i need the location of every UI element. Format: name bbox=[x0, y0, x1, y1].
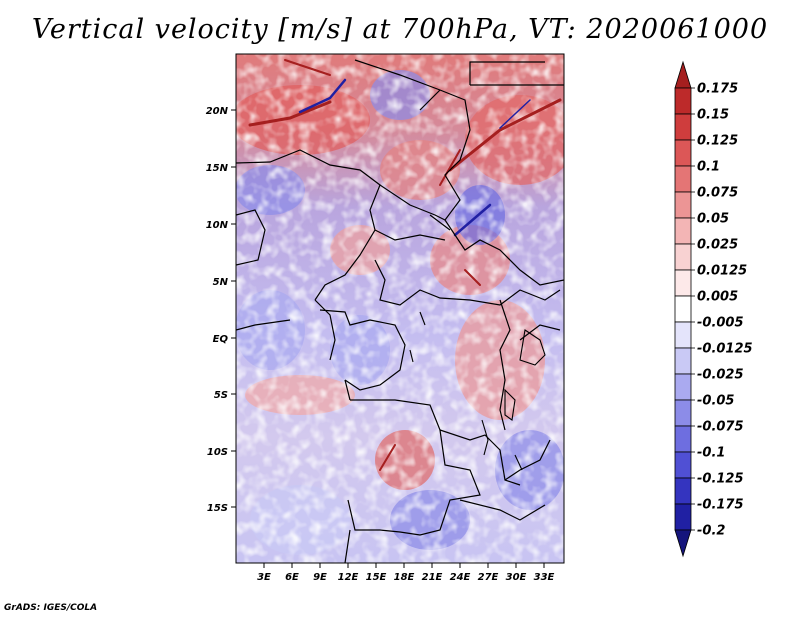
colorbar-segment bbox=[674, 321, 692, 349]
colorbar-segment bbox=[674, 347, 692, 375]
lakes bbox=[409, 311, 546, 471]
colorbar-label: -0.075 bbox=[697, 420, 744, 435]
colorbar-label: -0.1 bbox=[697, 446, 725, 461]
colorbar-label: -0.0125 bbox=[697, 342, 753, 357]
strong-ascent-bands bbox=[248, 59, 562, 471]
colorbar: 0.175 0.15 0.125 0.1 0.075 0.05 0.025 0.0125 0.0… bbox=[674, 60, 753, 558]
colorbar-label: 0.15 bbox=[697, 108, 729, 123]
longitude-axis: 3E 6E 9E 12E 15E 18E 21E 24E 27E 30E 33E bbox=[257, 563, 555, 583]
lon-label: 12E bbox=[338, 572, 359, 583]
credit-text: GrADS: IGES/COLA bbox=[4, 603, 98, 613]
lon-label: 21E bbox=[422, 572, 443, 583]
lon-label: 15E bbox=[366, 572, 387, 583]
colorbar-label: 0.05 bbox=[697, 212, 729, 227]
strong-descent-bands bbox=[298, 78, 531, 237]
colorbar-label: 0.025 bbox=[697, 238, 738, 253]
colorbar-segment bbox=[674, 217, 692, 245]
map-panel bbox=[236, 54, 564, 563]
colorbar-label: -0.005 bbox=[697, 316, 744, 331]
lon-label: 18E bbox=[394, 572, 415, 583]
lon-label: 9E bbox=[313, 572, 327, 583]
colorbar-segment bbox=[674, 529, 692, 558]
colorbar-segment bbox=[674, 269, 692, 297]
chart-title: Vertical velocity [m/s] at 700hPa, VT: 2… bbox=[31, 14, 769, 45]
country-borders bbox=[236, 59, 564, 563]
map-frame bbox=[235, 53, 565, 564]
colorbar-label: 0.0125 bbox=[697, 264, 747, 279]
colorbar-segment bbox=[674, 87, 692, 115]
colorbar-label: -0.05 bbox=[697, 394, 734, 409]
colorbar-segment bbox=[674, 451, 692, 479]
colorbar-label: 0.1 bbox=[697, 160, 720, 175]
lon-label: 30E bbox=[506, 572, 527, 583]
lat-label: 15S bbox=[207, 503, 228, 514]
lat-label: 5S bbox=[214, 390, 228, 401]
lon-label: 24E bbox=[450, 572, 471, 583]
colorbar-segment bbox=[674, 373, 692, 401]
colorbar-segment bbox=[674, 165, 692, 193]
colorbar-segment bbox=[674, 295, 692, 323]
colorbar-segment bbox=[674, 477, 692, 505]
colorbar-segment bbox=[674, 191, 692, 219]
colorbar-segment bbox=[674, 399, 692, 427]
colorbar-label: 0.005 bbox=[697, 290, 738, 305]
lon-label: 6E bbox=[285, 572, 299, 583]
colorbar-label: 0.075 bbox=[697, 186, 738, 201]
lat-label: 20N bbox=[206, 106, 229, 117]
colorbar-segment bbox=[674, 425, 692, 453]
lat-label: 15N bbox=[206, 163, 229, 174]
lat-label: 5N bbox=[213, 277, 229, 288]
lat-label: EQ bbox=[213, 334, 229, 345]
colorbar-label: 0.125 bbox=[697, 134, 738, 149]
colorbar-segment bbox=[674, 60, 692, 89]
lat-label: 10N bbox=[206, 220, 229, 231]
colorbar-segment bbox=[674, 243, 692, 271]
colorbar-segment bbox=[674, 503, 692, 531]
colorbar-label: -0.125 bbox=[697, 472, 744, 487]
colorbar-segment bbox=[674, 113, 692, 141]
colorbar-label: -0.175 bbox=[697, 498, 744, 513]
lon-label: 3E bbox=[257, 572, 271, 583]
lon-label: 27E bbox=[478, 572, 499, 583]
colorbar-label: -0.2 bbox=[697, 524, 725, 539]
colorbar-label: 0.175 bbox=[697, 82, 738, 97]
colorbar-label: -0.025 bbox=[697, 368, 744, 383]
lon-label: 33E bbox=[534, 572, 555, 583]
latitude-axis: 20N 15N 10N 5N EQ 5S 10S 15S bbox=[206, 106, 236, 514]
lat-label: 10S bbox=[207, 447, 228, 458]
colorbar-segment bbox=[674, 139, 692, 167]
